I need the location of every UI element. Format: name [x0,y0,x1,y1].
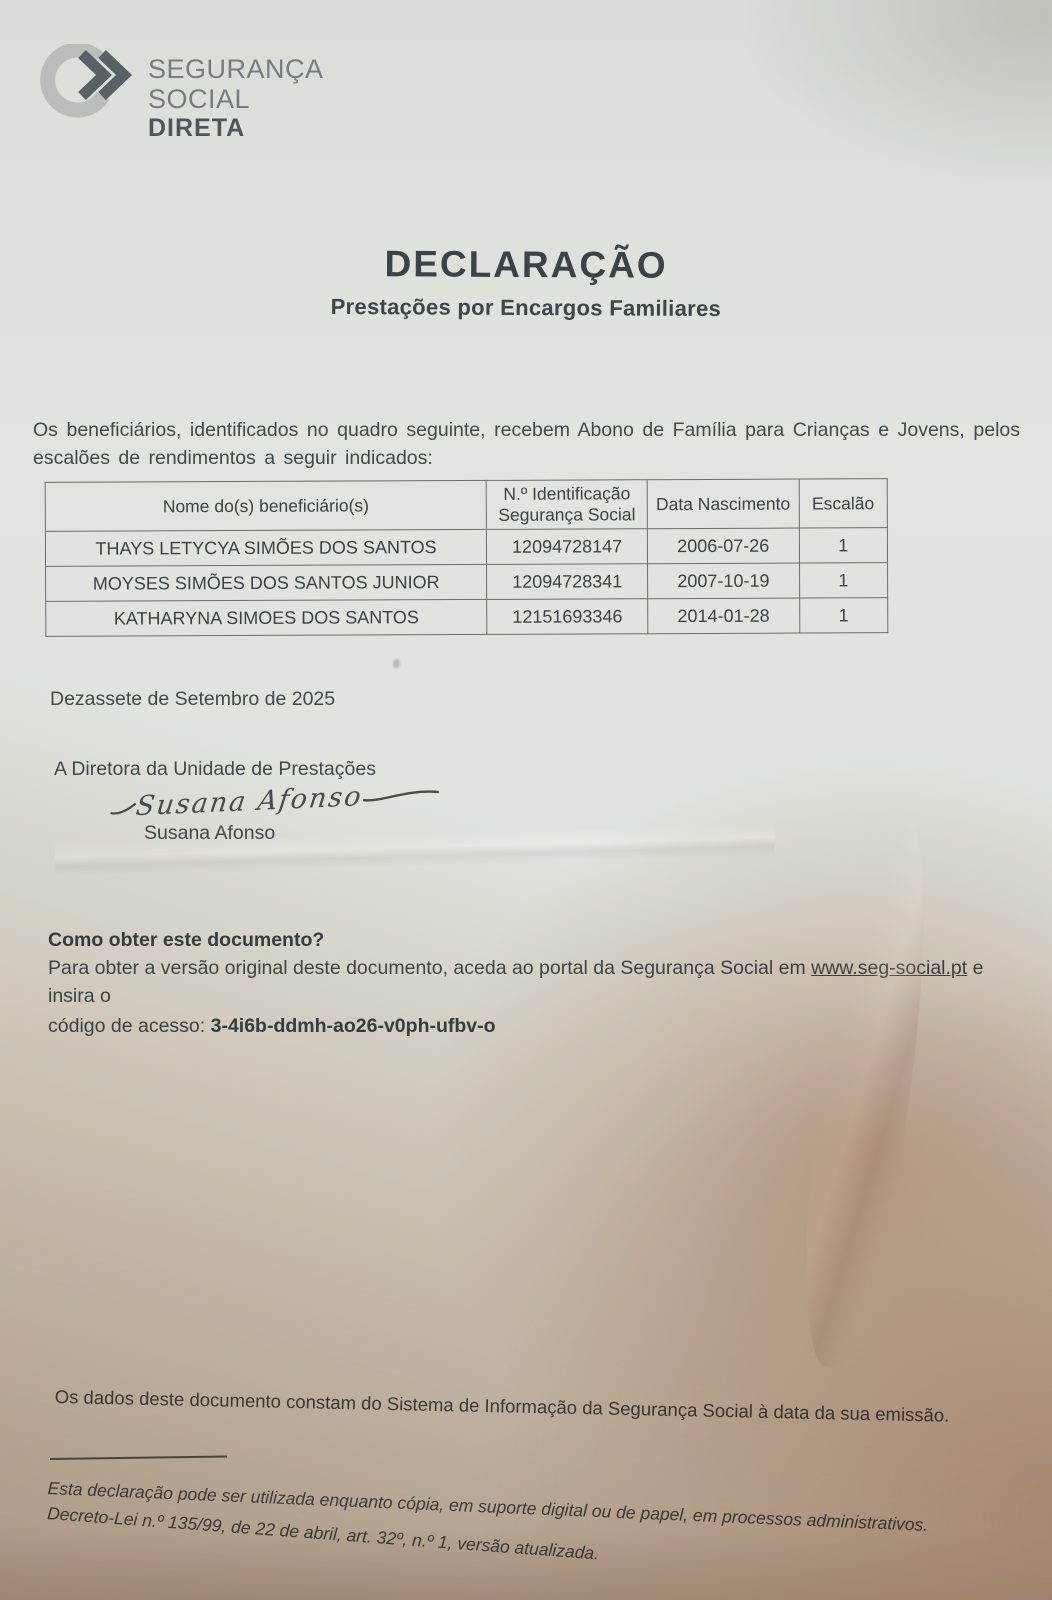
signature-leadin-stroke-icon [110,802,137,815]
cell-beneficiary-name: KATHARYNA SIMOES DOS SANTOS [45,599,488,637]
how-to-text-before-link: Para obter a versão original deste docum… [48,957,812,979]
double-chevron-ring-icon [40,44,132,118]
cell-birth-date: 2007-10-19 [647,563,800,599]
access-code-label: código de acesso: [48,1015,211,1037]
brand-name: SEGURANÇA SOCIAL [148,54,323,115]
header-birth-date: Data Nascimento [647,479,799,529]
signatory-name: Susana Afonso [144,822,276,844]
signature-flourish-icon [362,789,439,802]
how-to-text: Para obter a versão original deste docum… [48,954,1000,1010]
how-to-obtain-section: Como obter este documento? Para obter a … [48,929,1000,1040]
cell-niss: 12151693346 [486,598,648,635]
table-row: KATHARYNA SIMOES DOS SANTOS 12151693346 … [45,597,888,637]
header-niss: N.º Identificação Segurança Social [486,479,648,530]
table-header-row: Nome do(s) beneficiário(s) N.º Identific… [45,478,888,532]
cell-niss: 12094728341 [486,563,648,600]
handwritten-signature: Susana Afonso [109,778,441,823]
how-to-heading: Como obter este documento? [48,929,325,951]
title-block: DECLARAÇÃO Prestações por Encargos Famil… [0,241,1052,324]
access-code-value: 3-4i6b-ddmh-ao26-v0ph-ufbv-o [210,1015,496,1037]
brand-text: SEGURANÇA SOCIAL DIRETA [148,44,338,142]
access-code-line: código de acesso: 3-4i6b-ddmh-ao26-v0ph-… [48,1012,1000,1040]
data-source-note: Os dados deste documento constam do Sist… [54,1386,950,1426]
cell-beneficiary-name: MOYSES SIMÕES DOS SANTOS JUNIOR [45,564,487,602]
document-subtitle: Prestações por Encargos Familiares [330,293,722,322]
signatory-role: A Diretora da Unidade de Prestações [54,758,376,780]
cell-birth-date: 2014-01-28 [647,598,800,634]
paper-speck [393,659,400,668]
cell-bracket: 1 [799,562,888,599]
cell-niss: 12094728147 [486,528,648,565]
header-beneficiary-name: Nome do(s) beneficiário(s) [45,480,487,532]
cell-beneficiary-name: THAYS LETYCYA SIMÕES DOS SANTOS [45,529,487,567]
paper-crease-vertical [786,806,944,1374]
header-bracket: Escalão [798,478,888,529]
table-row: MOYSES SIMÕES DOS SANTOS JUNIOR 12094728… [45,562,888,602]
issue-date: Dezassete de Setembro de 2025 [50,688,336,710]
signature-script-text: Susana Afonso [134,781,365,823]
cell-birth-date: 2006-07-26 [647,528,800,564]
document-title: DECLARAÇÃO [384,243,668,286]
segsocial-logo: SEGURANÇA SOCIAL DIRETA [38,44,338,142]
footer-divider [50,1455,228,1460]
cell-bracket: 1 [798,527,888,564]
brand-direta: DIRETA [148,114,246,143]
cell-bracket: 1 [799,597,888,634]
signature-block: A Diretora da Unidade de Prestações Susa… [54,758,441,845]
beneficiaries-table-wrap: Nome do(s) beneficiário(s) N.º Identific… [45,478,889,637]
beneficiaries-table: Nome do(s) beneficiário(s) N.º Identific… [45,478,889,637]
seg-social-link: www.seg-social.pt [811,957,968,979]
intro-paragraph: Os beneficiários, identificados no quadr… [33,419,1020,469]
table-row: THAYS LETYCYA SIMÕES DOS SANTOS 12094728… [45,527,888,567]
